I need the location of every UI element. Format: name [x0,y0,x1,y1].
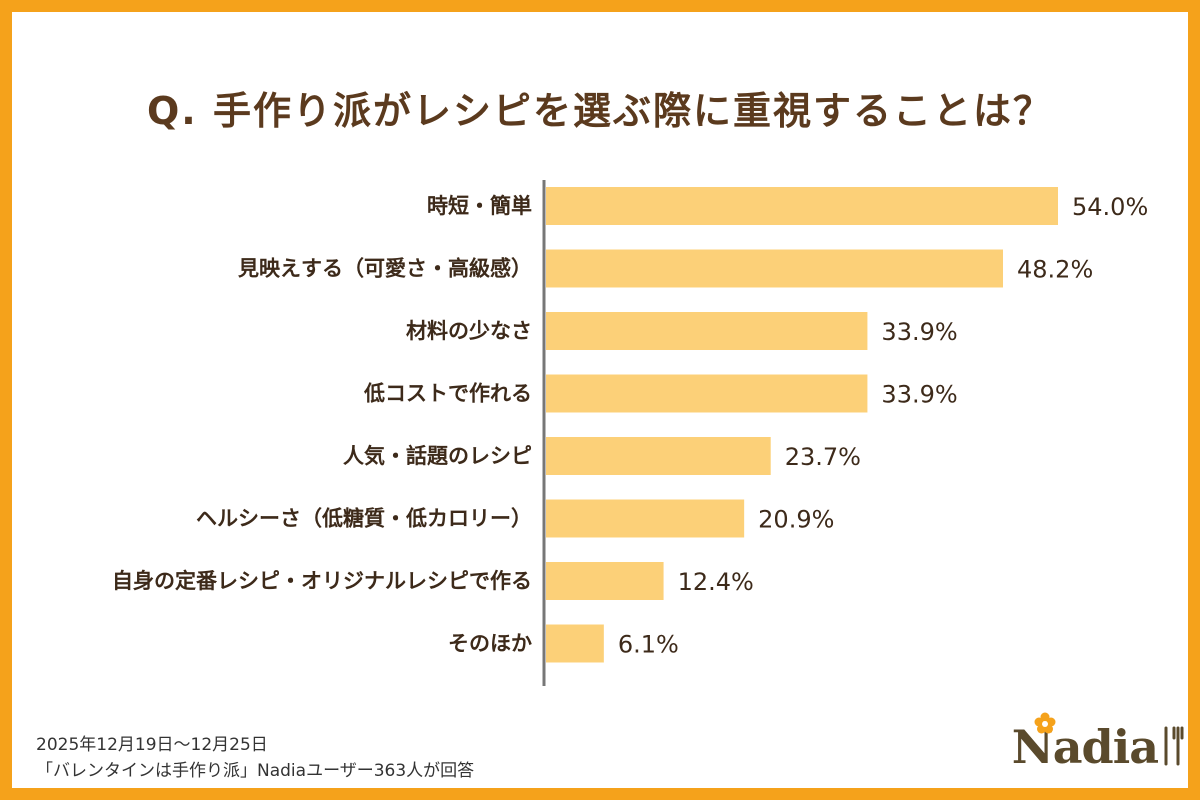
fork-knife-icon [1164,726,1184,766]
value-label: 48.2% [1017,256,1093,284]
category-label: そのほか [448,632,532,656]
value-label: 33.9% [881,318,957,346]
bar-2 [546,312,868,350]
bar-1 [546,249,1004,288]
category-label: 自身の定番レシピ・オリジナルレシピで作る [112,569,532,593]
survey-period: 2025年12月19日〜12月25日 [36,735,268,755]
bar-4 [546,437,771,475]
value-label: 12.4% [678,568,754,596]
nadia-logo: Nadia [1011,712,1184,774]
value-label: 54.0% [1072,193,1148,221]
chart-card: Q. 手作り派がレシピを選ぶ際に重視することは？ 時短・簡単 54.0% 見映えする… [12,12,1188,788]
category-label: 人気・話題のレシピ [343,444,532,468]
category-label: 低コストで作れる [363,382,532,406]
category-label: 見映えする（可愛さ・高級感） [238,257,532,281]
survey-source: 「バレンタインは手作り派」Nadiaユーザー363人が回答 [36,761,475,781]
category-label: 材料の少なさ [406,319,532,343]
value-label: 20.9% [758,506,834,534]
value-label: 23.7% [785,443,861,471]
value-label: 6.1% [618,631,679,659]
logo-text: Nadia [1011,720,1159,774]
bar-5 [546,499,745,538]
chart-title: Q. 手作り派がレシピを選ぶ際に重視することは？ [147,89,1053,133]
category-label: ヘルシーさ（低糖質・低カロリー） [196,507,532,531]
category-label: 時短・簡単 [427,194,532,218]
value-label: 33.9% [881,381,957,409]
bar-chart: 時短・簡単 54.0% 見映えする（可愛さ・高級感） 48.2% 材料の少なさ 33.9%… [112,180,1148,686]
bar-6 [546,562,664,600]
flower-icon [1034,712,1056,734]
bar-0 [546,187,1058,225]
bar-7 [546,624,604,663]
bar-3 [546,374,868,413]
